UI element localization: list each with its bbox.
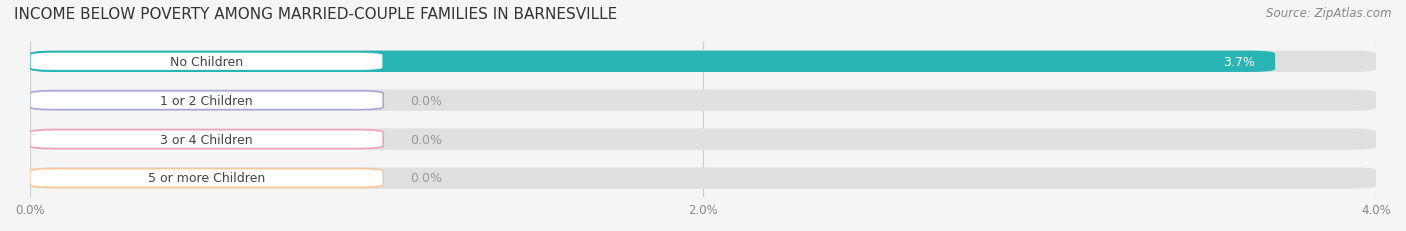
Text: 3.7%: 3.7% [1223,55,1256,69]
Text: 1 or 2 Children: 1 or 2 Children [160,94,253,107]
FancyBboxPatch shape [30,169,384,188]
Text: 0.0%: 0.0% [411,172,441,185]
FancyBboxPatch shape [30,90,1376,111]
FancyBboxPatch shape [30,51,1275,73]
Text: 3 or 4 Children: 3 or 4 Children [160,133,253,146]
FancyBboxPatch shape [30,91,384,110]
Text: Source: ZipAtlas.com: Source: ZipAtlas.com [1267,7,1392,20]
FancyBboxPatch shape [30,130,384,149]
Text: 5 or more Children: 5 or more Children [148,172,266,185]
FancyBboxPatch shape [30,129,1376,150]
FancyBboxPatch shape [30,53,384,71]
FancyBboxPatch shape [30,167,1376,189]
Text: No Children: No Children [170,55,243,69]
FancyBboxPatch shape [30,51,1376,73]
Text: 0.0%: 0.0% [411,133,441,146]
Text: INCOME BELOW POVERTY AMONG MARRIED-COUPLE FAMILIES IN BARNESVILLE: INCOME BELOW POVERTY AMONG MARRIED-COUPL… [14,7,617,22]
Text: 0.0%: 0.0% [411,94,441,107]
